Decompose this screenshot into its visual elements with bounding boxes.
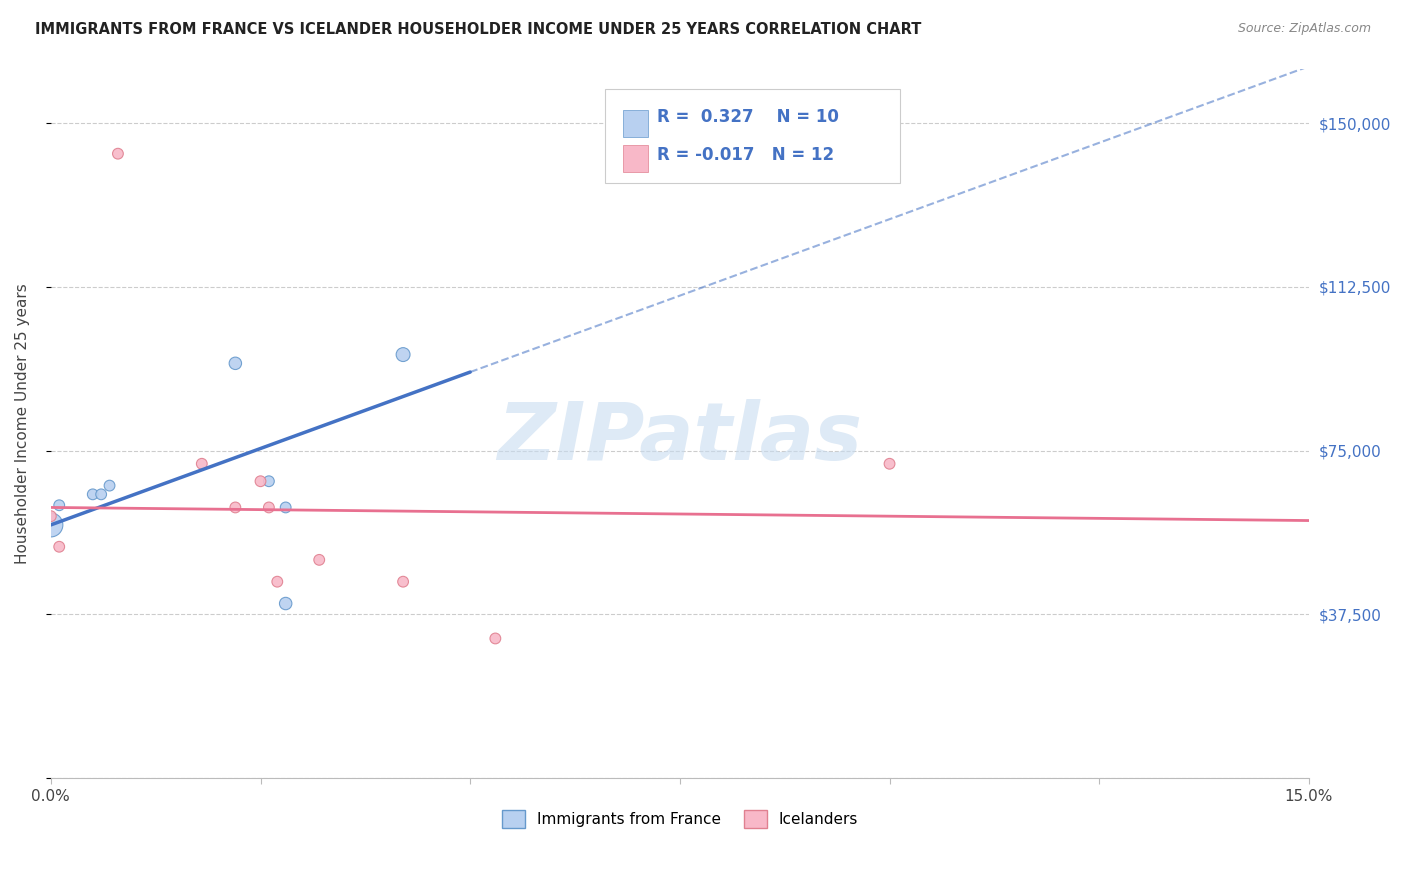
Point [39,517,62,532]
Point [107,146,129,161]
Text: ZIPatlas: ZIPatlas [498,399,862,476]
Point [82,487,104,501]
Text: Source: ZipAtlas.com: Source: ZipAtlas.com [1237,22,1371,36]
Point [48,540,70,554]
Point [257,500,280,515]
Point [308,553,330,567]
Text: IMMIGRANTS FROM FRANCE VS ICELANDER HOUSEHOLDER INCOME UNDER 25 YEARS CORRELATIO: IMMIGRANTS FROM FRANCE VS ICELANDER HOUS… [35,22,921,37]
Point [191,457,214,471]
Point [266,574,288,589]
Text: R =  0.327    N = 10: R = 0.327 N = 10 [657,109,838,127]
Point [274,500,297,515]
Point [98,478,121,492]
Point [39,509,62,524]
Point [392,348,415,362]
Point [249,475,271,489]
Point [274,597,297,611]
Point [484,632,506,646]
Point [392,574,415,589]
Legend: Immigrants from France, Icelanders: Immigrants from France, Icelanders [495,804,865,834]
Y-axis label: Householder Income Under 25 years: Householder Income Under 25 years [15,283,30,564]
Point [224,500,246,515]
Point [879,457,901,471]
Point [90,487,112,501]
Point [224,356,246,370]
Point [48,498,70,512]
Point [257,475,280,489]
Text: R = -0.017   N = 12: R = -0.017 N = 12 [657,145,834,163]
